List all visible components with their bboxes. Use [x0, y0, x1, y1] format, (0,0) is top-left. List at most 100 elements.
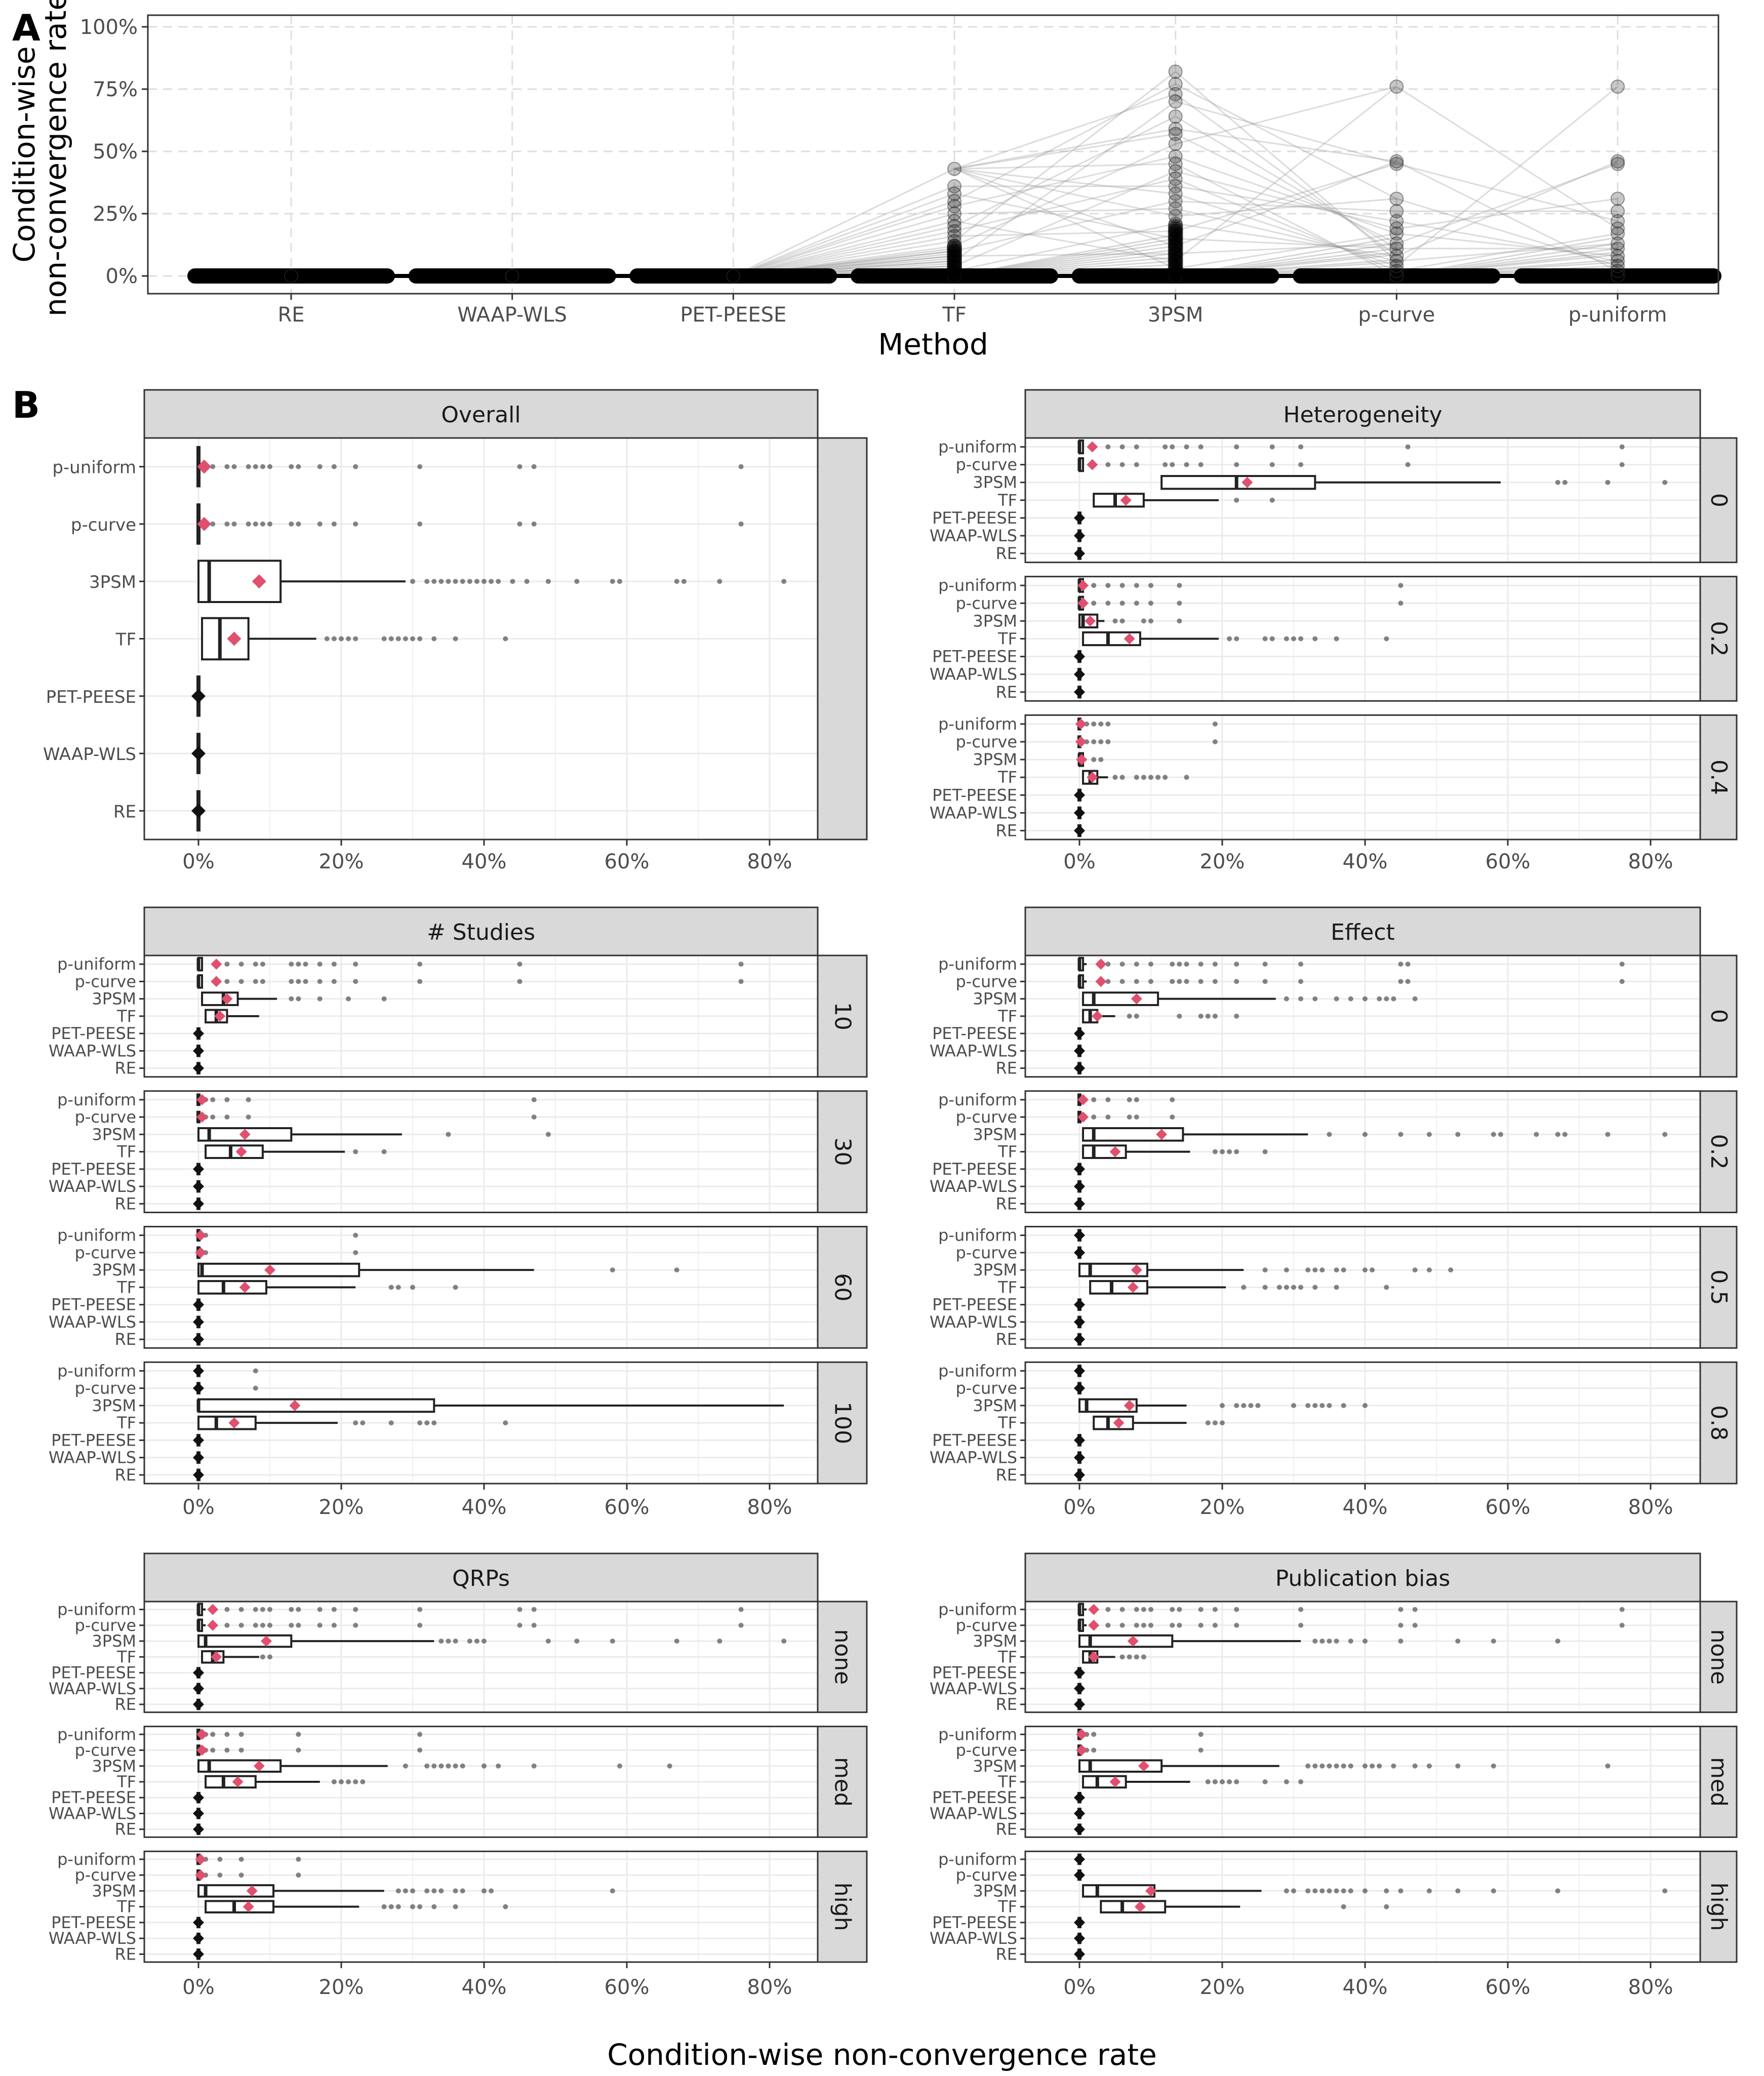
box-outlier — [253, 1622, 258, 1628]
box-outlier — [1398, 1639, 1404, 1644]
box-outlier — [460, 1888, 465, 1894]
panel-a-y-axis-title-line: Condition-wise — [7, 46, 42, 262]
panel-a-point — [947, 269, 961, 283]
facet-y-tick-label: PET-PEESE — [932, 1663, 1017, 1683]
box-outlier — [339, 636, 344, 642]
box-mean-marker — [1074, 1365, 1085, 1377]
panel-a-point — [1168, 149, 1183, 164]
box-outlier — [431, 1888, 437, 1894]
panel-a-point — [947, 186, 961, 201]
panel-a-condition-line — [733, 193, 955, 277]
box-outlier — [224, 1732, 230, 1737]
panel-a-x-tick-label: p-uniform — [1569, 303, 1667, 327]
box-outlier — [231, 521, 237, 527]
box-outlier — [1284, 1888, 1289, 1894]
box-outlier — [1119, 583, 1125, 588]
box-outlier — [1184, 962, 1189, 967]
box-outlier — [360, 1779, 366, 1784]
box-outlier — [331, 1779, 337, 1784]
box-outlier — [317, 521, 323, 527]
facet-row-label: 0 — [1706, 493, 1732, 507]
box-mean-marker — [1138, 1760, 1149, 1772]
facet-row-strip — [1699, 1601, 1738, 1713]
box-outlier — [717, 1639, 723, 1644]
panel-a-point — [1389, 226, 1404, 241]
panel-a-point — [1611, 264, 1625, 278]
panel-a-point — [947, 244, 961, 258]
box-outlier — [1227, 636, 1232, 642]
box-outlier — [1334, 1285, 1339, 1290]
facet-y-tick-label: p-uniform — [57, 1850, 136, 1869]
facet-x-tick-label: 60% — [605, 850, 650, 873]
box-mean-marker — [221, 993, 233, 1005]
box-mean-marker — [191, 804, 206, 818]
panel-a-point — [1168, 238, 1183, 254]
box-outlier — [1198, 979, 1204, 984]
panel-a-condition-line — [733, 205, 955, 277]
box-outlier — [517, 1622, 523, 1628]
box-outlier — [1141, 1607, 1146, 1612]
box-outlier — [1134, 1607, 1139, 1612]
facet-y-tick-label: p-curve — [74, 1865, 136, 1885]
facet-y-tick-label: TF — [116, 1142, 136, 1162]
panel-a-condition-line — [1175, 193, 1397, 267]
box-outlier — [417, 1747, 423, 1753]
box-outlier — [1119, 618, 1125, 624]
box-mean-marker — [195, 1229, 207, 1241]
box-mean-marker — [1074, 1869, 1085, 1881]
box-outlier — [296, 979, 301, 984]
panel-a-point — [1168, 248, 1183, 264]
box-outlier — [1312, 1285, 1318, 1290]
panel-a-point — [1168, 263, 1183, 279]
box-outlier — [1298, 444, 1304, 450]
box-mean-marker — [1074, 1316, 1085, 1328]
box-outlier — [431, 1904, 437, 1909]
box-outlier — [1362, 1763, 1368, 1769]
facet-title: Heterogeneity — [1284, 402, 1442, 428]
box-outlier — [353, 1232, 358, 1238]
panel-a-condition-line — [1175, 163, 1397, 232]
facet-row-strip — [817, 437, 868, 841]
facet-y-tick-label: PET-PEESE — [51, 1430, 136, 1450]
facet-x-tick-label: 0% — [182, 1976, 214, 1999]
box-outlier — [1148, 583, 1153, 588]
box-mean-marker — [1074, 530, 1085, 542]
facet-y-tick-label: RE — [115, 1695, 136, 1714]
box-mean-marker — [1145, 1885, 1156, 1897]
box-iqr — [205, 1144, 264, 1159]
panel-a-condition-line — [954, 253, 1176, 257]
panel-a-point — [1168, 258, 1183, 274]
box-outlier — [246, 521, 251, 527]
box-outlier — [231, 464, 237, 469]
box-outlier — [545, 1132, 551, 1137]
facet-y-tick-label: WAAP-WLS — [930, 526, 1017, 545]
facet-y-tick-label: 3PSM — [973, 1125, 1017, 1144]
box-outlier — [1555, 1132, 1560, 1137]
facet-y-tick-label: p-curve — [955, 593, 1017, 613]
box-outlier — [1605, 1132, 1611, 1137]
box-outlier — [267, 1607, 272, 1612]
box-mean-marker — [252, 574, 266, 589]
box-mean-marker — [1113, 1417, 1125, 1429]
facet-x-tick-label: 60% — [1486, 1976, 1531, 1999]
panel-a-condition-line — [733, 220, 955, 277]
box-outlier — [1177, 1607, 1182, 1612]
box-outlier — [1234, 1607, 1239, 1612]
box-outlier — [1298, 979, 1304, 984]
box-outlier — [460, 1763, 465, 1769]
box-outlier — [474, 579, 479, 584]
box-outlier — [438, 1639, 444, 1644]
panel-a-line-chart: 0% 25% 50% 75% 100% RE WAAP-WLS PET-PEESE TF 3PSM… — [7, 0, 1721, 362]
box-outlier — [1426, 1763, 1432, 1769]
box-outlier — [738, 962, 744, 967]
box-mean-marker — [193, 1365, 204, 1377]
panel-a-point — [1168, 246, 1183, 261]
facet-x-tick-label: 40% — [462, 1976, 507, 1999]
box-outlier — [424, 1763, 430, 1769]
box-mean-marker — [1074, 1299, 1085, 1310]
box-mean-marker — [1074, 1334, 1085, 1345]
box-outlier — [1662, 1888, 1668, 1894]
panel-a-point — [1611, 204, 1625, 219]
facet-row-30: p-uniformp-curve3PSMTFPET-PEESEWAAP-WLSR… — [49, 1090, 868, 1213]
box-mean-marker — [214, 1010, 226, 1022]
